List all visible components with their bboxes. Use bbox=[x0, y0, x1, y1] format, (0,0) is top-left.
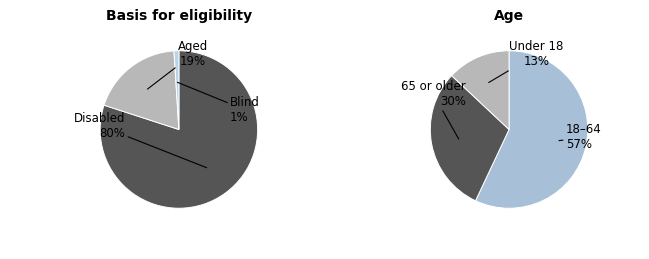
Wedge shape bbox=[452, 51, 509, 130]
Text: Disabled
80%: Disabled 80% bbox=[74, 112, 206, 168]
Text: 18–64
57%: 18–64 57% bbox=[559, 123, 602, 151]
Wedge shape bbox=[430, 76, 509, 201]
Text: Blind
1%: Blind 1% bbox=[177, 82, 260, 124]
Wedge shape bbox=[104, 51, 179, 130]
Text: 65 or older
30%: 65 or older 30% bbox=[401, 80, 466, 139]
Wedge shape bbox=[476, 51, 588, 208]
Wedge shape bbox=[174, 51, 179, 130]
Text: Aged
19%: Aged 19% bbox=[147, 40, 208, 89]
Text: Under 18
13%: Under 18 13% bbox=[489, 40, 564, 83]
Title: Age: Age bbox=[494, 9, 524, 23]
Wedge shape bbox=[100, 51, 258, 208]
Title: Basis for eligibility: Basis for eligibility bbox=[106, 9, 252, 23]
